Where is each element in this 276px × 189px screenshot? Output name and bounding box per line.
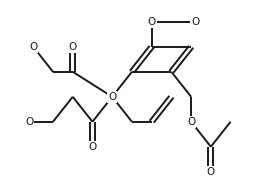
Text: O: O [108, 92, 116, 102]
Text: O: O [25, 117, 33, 127]
Text: O: O [88, 142, 97, 152]
Text: O: O [148, 17, 156, 27]
Text: O: O [191, 17, 199, 27]
Text: O: O [69, 42, 77, 52]
Text: O: O [187, 117, 195, 127]
Text: O: O [207, 167, 215, 177]
Text: O: O [29, 42, 37, 52]
